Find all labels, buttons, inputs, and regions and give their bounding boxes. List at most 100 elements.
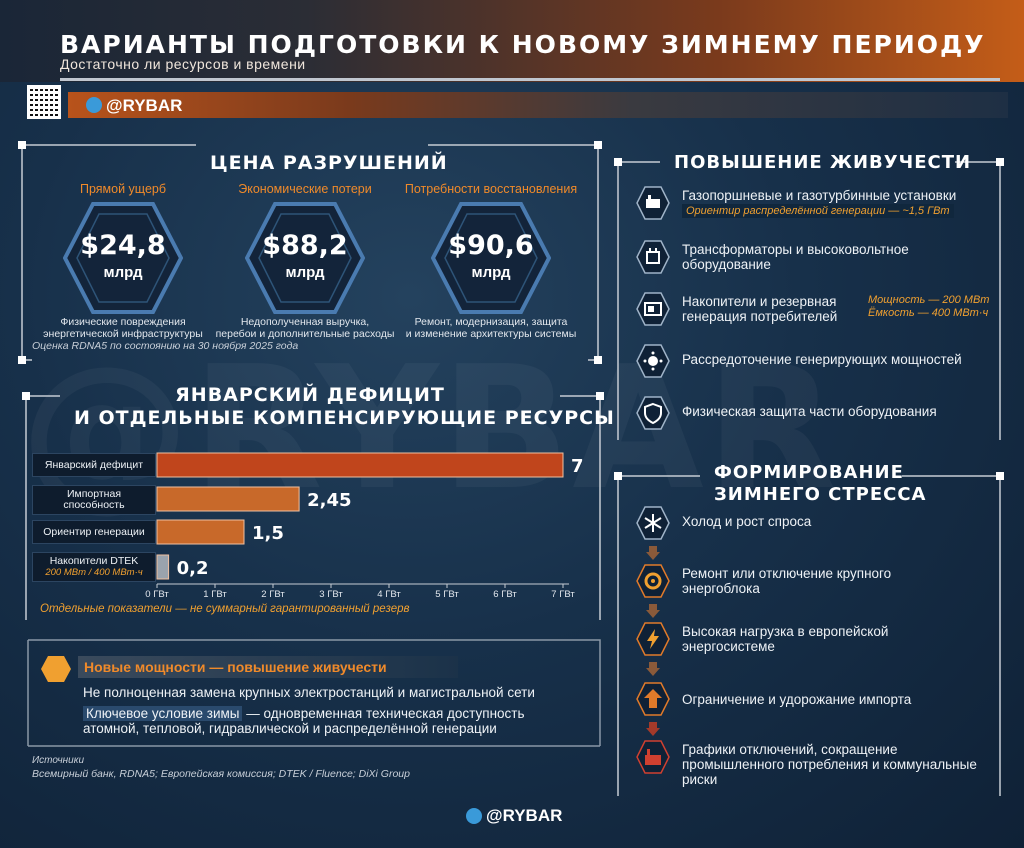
chart-category-label: Накопители DTEK 200 МВт / 400 МВт·ч: [32, 552, 156, 582]
resilience-text: Физическая защита части оборудования: [682, 404, 937, 419]
resilience-title: ПОВЫШЕНИЕ ЖИВУЧЕСТИ: [674, 152, 972, 173]
qr-code-icon: [27, 85, 61, 119]
telegram-icon: [86, 97, 102, 113]
chart-category-label: Импортная способность: [32, 485, 156, 515]
header-banner: [0, 0, 1024, 82]
arrow-down-icon: [646, 546, 660, 560]
arrow-down-icon: [646, 722, 660, 736]
arrow-down-icon: [646, 604, 660, 618]
category-line: способность: [63, 499, 125, 511]
cost-item-direct-damage: Прямой ущерб $24,8 млрд Физические повре…: [28, 182, 218, 340]
key-condition-text: — одновременная техническая доступность …: [83, 706, 525, 736]
chart-tick-label: 7 ГВт: [551, 589, 575, 600]
new-capacity-line2: Ключевое условие зимы — одновременная те…: [83, 706, 583, 736]
category-line: Январский дефицит: [44, 458, 144, 471]
cost-unit: млрд: [285, 264, 325, 281]
chart-category-label: Январский дефицит: [32, 453, 156, 477]
page-title: ВАРИАНТЫ ПОДГОТОВКИ К НОВОМУ ЗИМНЕМУ ПЕР…: [60, 30, 986, 59]
chart-bar: [156, 554, 170, 580]
telegram-icon: [466, 808, 482, 824]
resilience-text: Газопоршневые и газотурбинные установки: [682, 188, 957, 203]
chart-data-label: 0,2: [177, 558, 209, 579]
stress-text: Высокая нагрузка в европейской энергосис…: [682, 624, 889, 654]
stress-text: Холод и рост спроса: [682, 514, 812, 529]
cost-note: Оценка RDNA5 по состоянию на 30 ноября 2…: [32, 340, 299, 352]
stress-text: Ремонт или отключение крупного энергобло…: [682, 566, 892, 596]
cost-desc-line1: Недополученная выручка,: [240, 316, 370, 328]
cost-value: $88,2: [262, 230, 348, 261]
key-condition: Ключевое условие зимы: [83, 706, 243, 721]
resilience-note-power: Мощность — 200 МВт: [868, 294, 990, 306]
cost-label: Прямой ущерб: [79, 182, 167, 196]
chart-data-label: 2,45: [307, 490, 351, 511]
stress-text: Ограничение и удорожание импорта: [682, 692, 912, 707]
category-sub: 200 МВт / 400 МВт·ч: [45, 567, 143, 578]
chart-bar: [156, 452, 564, 478]
handle-bar: [68, 92, 1008, 118]
cost-item-recovery-needs: Потребности восстановления $90,6 млрд Ре…: [396, 182, 586, 340]
outage-factory-icon: [636, 740, 670, 774]
cost-unit: млрд: [103, 264, 143, 281]
category-line: Импортная: [66, 488, 122, 500]
cost-section-title: ЦЕНА РАЗРУШЕНИЙ: [210, 152, 448, 174]
stress-text: Графики отключений, сокращение промышлен…: [682, 742, 977, 787]
chart-data-label: 1,5: [252, 523, 284, 544]
header-divider: [60, 78, 1000, 81]
cost-desc-line2: перебои и дополнительные расходы: [215, 328, 395, 340]
chart-category-label: Ориентир генерации: [32, 520, 156, 544]
cost-desc-line2: и изменение архитектуры системы: [405, 328, 577, 340]
price-up-icon: [636, 682, 670, 716]
new-capacity-box: Новые мощности — повышение живучести Не …: [40, 652, 590, 744]
snowflake-icon: [636, 506, 670, 540]
cost-unit: млрд: [471, 264, 511, 281]
chart-tick-label: 0 ГВт: [145, 589, 169, 600]
chart-tick-label: 4 ГВт: [377, 589, 401, 600]
cost-desc-line1: Ремонт, модернизация, защита: [414, 316, 568, 328]
chart-footnote: Отдельные показатели — не суммарный гара…: [40, 603, 410, 615]
watermark: @RYBAR: [20, 330, 1010, 530]
cost-value: $90,6: [448, 230, 534, 261]
channel-handle[interactable]: @RYBAR: [106, 96, 183, 115]
hexagon-icon: [41, 656, 71, 682]
battery-icon: [636, 292, 670, 326]
chart-tick-label: 2 ГВт: [261, 589, 285, 600]
cost-value: $24,8: [80, 230, 166, 261]
resilience-note-capacity: Ёмкость — 400 МВт·ч: [868, 307, 989, 319]
footer-handle[interactable]: @RYBAR: [486, 806, 563, 825]
hexagon-icon: $88,2 млрд: [245, 202, 365, 314]
cost-desc-line2: энергетической инфраструктуры: [43, 328, 203, 340]
chart-subtitle: И ОТДЕЛЬНЫЕ КОМПЕНСИРУЮЩИЕ РЕСУРСЫ: [74, 407, 615, 429]
cost-label: Потребности восстановления: [404, 182, 578, 196]
new-capacity-line1: Не полноценная замена крупных электроста…: [83, 685, 535, 700]
chart-bar: [156, 519, 245, 545]
chart-tick-label: 3 ГВт: [319, 589, 343, 600]
repair-gear-icon: [636, 564, 670, 598]
sources-heading: Источники: [32, 755, 85, 766]
resilience-text: Рассредоточение генерирующих мощностей: [682, 352, 962, 367]
arrow-down-icon: [646, 662, 660, 676]
resilience-sub: Ориентир распределённой генерации — ~1,5…: [682, 204, 954, 218]
hexagon-icon: $24,8 млрд: [63, 202, 183, 314]
chart-title: ЯНВАРСКИЙ ДЕФИЦИТ: [175, 384, 445, 406]
category-line: Накопители DTEK: [49, 555, 139, 567]
new-capacity-headbar: [78, 656, 458, 678]
cost-label: Экономические потери: [238, 182, 372, 196]
shield-icon: [636, 396, 670, 430]
distributed-power-icon: [636, 344, 670, 378]
gas-turbine-icon: [636, 186, 670, 220]
hexagon-icon: $90,6 млрд: [431, 202, 551, 314]
lightning-icon: [636, 622, 670, 656]
cost-desc-line1: Физические повреждения: [60, 316, 186, 328]
new-capacity-title: Новые мощности — повышение живучести: [84, 659, 387, 675]
resilience-text: Трансформаторы и высоковольтное оборудов…: [682, 242, 909, 272]
stress-title-line1: ФОРМИРОВАНИЕ: [714, 462, 904, 483]
chart-tick-label: 1 ГВт: [203, 589, 227, 600]
chart-tick-label: 5 ГВт: [435, 589, 459, 600]
chart-bar: [156, 486, 300, 512]
page-subtitle: Достаточно ли ресурсов и времени: [60, 56, 306, 72]
chart-data-label: 7: [571, 456, 584, 477]
resilience-text: Накопители и резервная генерация потреби…: [682, 294, 838, 324]
transformer-icon: [636, 240, 670, 274]
